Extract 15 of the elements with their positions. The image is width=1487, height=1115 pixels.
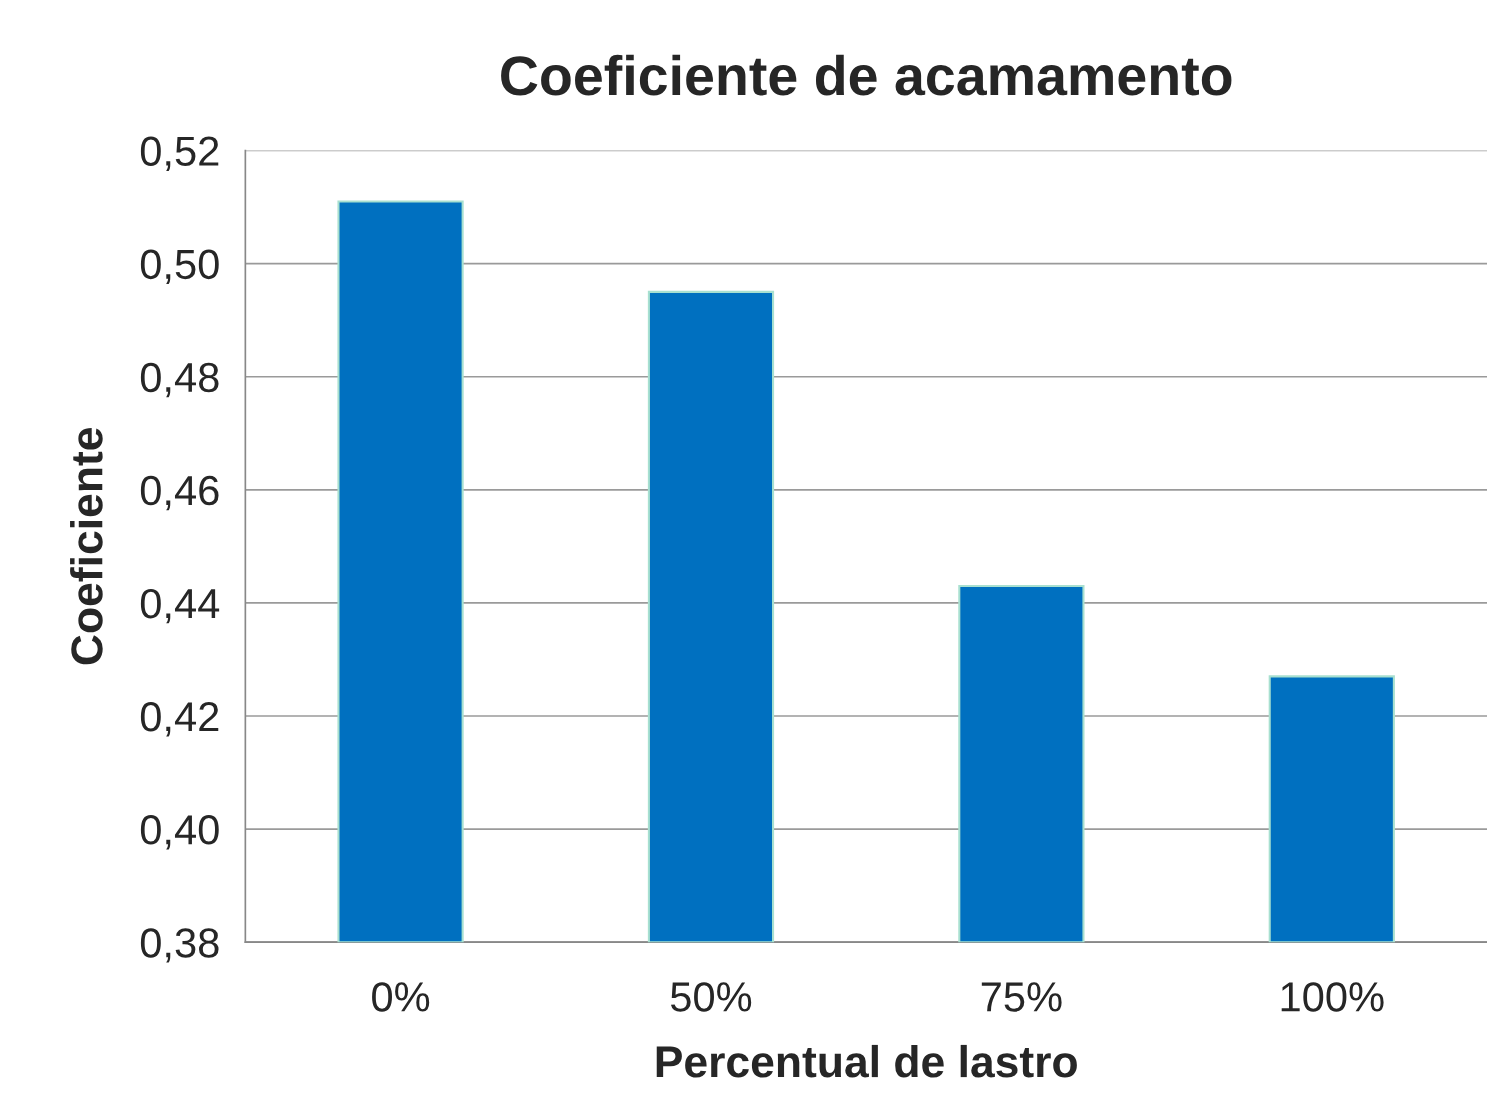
y-tick-label: 0,42: [140, 701, 219, 737]
x-tick-label: 0%: [372, 982, 430, 1012]
y-tick-label: 0,44: [140, 588, 220, 624]
y-tick-label: 0,40: [140, 815, 219, 850]
x-tick-label: 100%: [1281, 982, 1384, 1012]
chart-title: Coeficiente de acamamento: [501, 54, 1232, 96]
y-tick-label: 0,46: [140, 475, 219, 511]
y-tick-label: 0,50: [140, 249, 219, 285]
y-axis-title: Coeficiente: [70, 428, 103, 665]
x-axis-title: Percentual de lastro: [656, 1044, 1077, 1078]
y-tick-label: 0,52: [140, 136, 219, 171]
x-tick-label: 50%: [670, 982, 752, 1012]
y-tick-label: 0,48: [140, 362, 219, 398]
y-tick-label: 0,38: [140, 928, 219, 963]
x-tick-label: 75%: [981, 982, 1062, 1012]
